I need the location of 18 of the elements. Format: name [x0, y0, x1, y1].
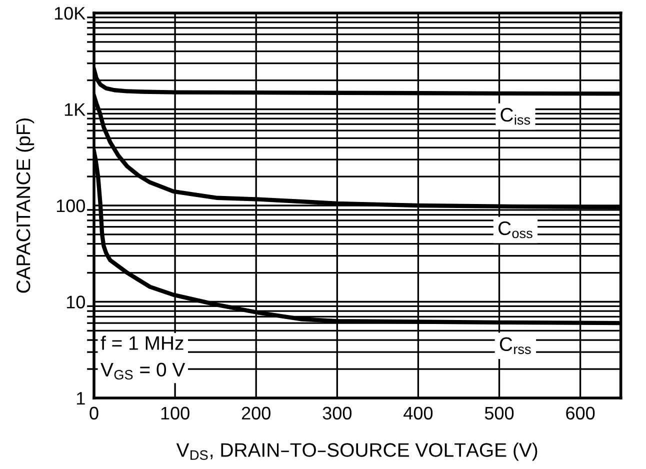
- y-tick-label: 100: [56, 199, 85, 212]
- y-tick-label: 10: [66, 296, 85, 308]
- series-label: C$_{oss}$: [498, 221, 532, 238]
- x-tick-label: 0: [90, 406, 98, 420]
- y-tick-label: 1: [77, 392, 85, 405]
- annotation: f = 1 MHz V$_{GS}$ = 0 V: [100, 336, 186, 380]
- y-tick-label: 1K: [64, 103, 86, 116]
- x-tick-label: 600: [566, 406, 595, 420]
- series-label: C$_{rss}$: [500, 337, 531, 354]
- x-axis-title: V$_{DS}$, DRAIN–TO–SOURCE VOLTAGE (V): [176, 442, 538, 461]
- y-tick-label: 10K: [54, 6, 86, 20]
- x-tick-label: 400: [404, 406, 433, 420]
- x-tick-label: 500: [484, 406, 514, 420]
- series-label: C$_{iss}$: [500, 108, 530, 125]
- x-tick-label: 100: [161, 406, 190, 420]
- x-tick-label: 200: [242, 406, 270, 420]
- y-axis-title: CAPACITANCE (pF): [16, 118, 34, 293]
- x-tick-label: 300: [322, 406, 352, 420]
